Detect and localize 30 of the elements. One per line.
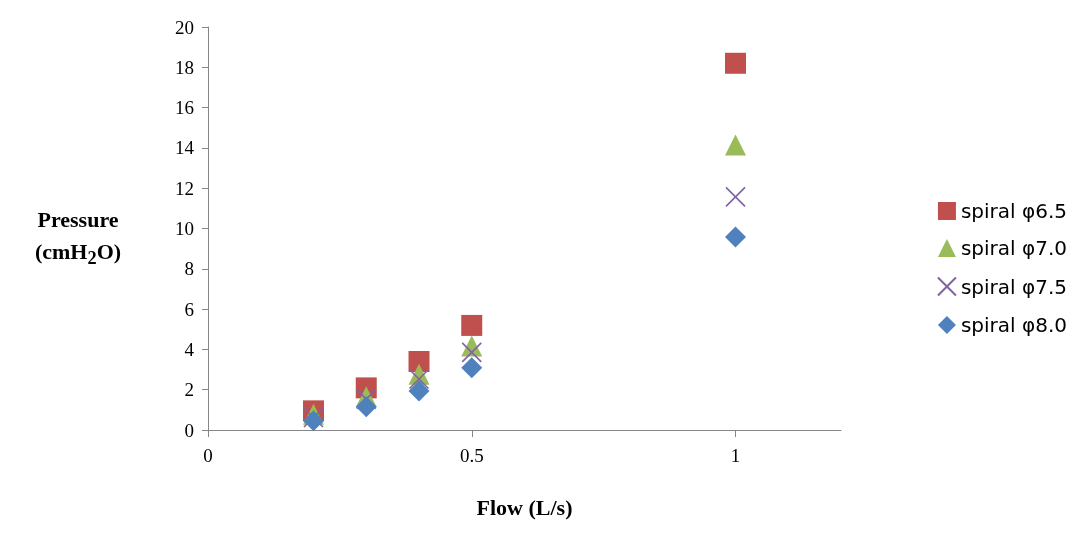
y-tick-label: 4 xyxy=(184,338,195,360)
legend-label: spiral φ7.0 xyxy=(960,236,1068,260)
y-tick-label: 0 xyxy=(184,419,194,441)
legend-label: spiral φ6.5 xyxy=(960,199,1068,223)
point xyxy=(408,380,430,402)
point xyxy=(408,368,430,390)
legend-label: spiral φ7.5 xyxy=(960,274,1068,299)
y-tick-label: 16 xyxy=(175,97,194,119)
x-tick-label: 0.5 xyxy=(459,445,484,466)
point xyxy=(355,396,377,418)
y-tick-label: 18 xyxy=(175,56,194,78)
y-tick-label: 2 xyxy=(184,379,194,401)
x-tick-label: 0 xyxy=(203,445,213,466)
point xyxy=(461,314,483,336)
y-tick-label: 6 xyxy=(184,298,194,320)
y-tick-label: 8 xyxy=(184,258,194,280)
y-tick-label: 12 xyxy=(175,177,194,199)
legend-label: spiral φ8.0 xyxy=(960,313,1068,337)
y-tick-label: 10 xyxy=(175,218,194,239)
x-axis-title: Flow (L/s) xyxy=(476,494,573,520)
point xyxy=(725,52,746,74)
y-tick-label: 20 xyxy=(175,16,194,38)
y-tick-label: 14 xyxy=(175,137,195,159)
point xyxy=(725,226,746,248)
point xyxy=(461,357,483,379)
point xyxy=(725,134,746,156)
x-tick-label: 1 xyxy=(730,445,741,466)
point xyxy=(725,186,746,208)
point xyxy=(461,342,483,363)
y-axis-title: Pressure (cmH$_{2}$O) xyxy=(33,206,123,271)
